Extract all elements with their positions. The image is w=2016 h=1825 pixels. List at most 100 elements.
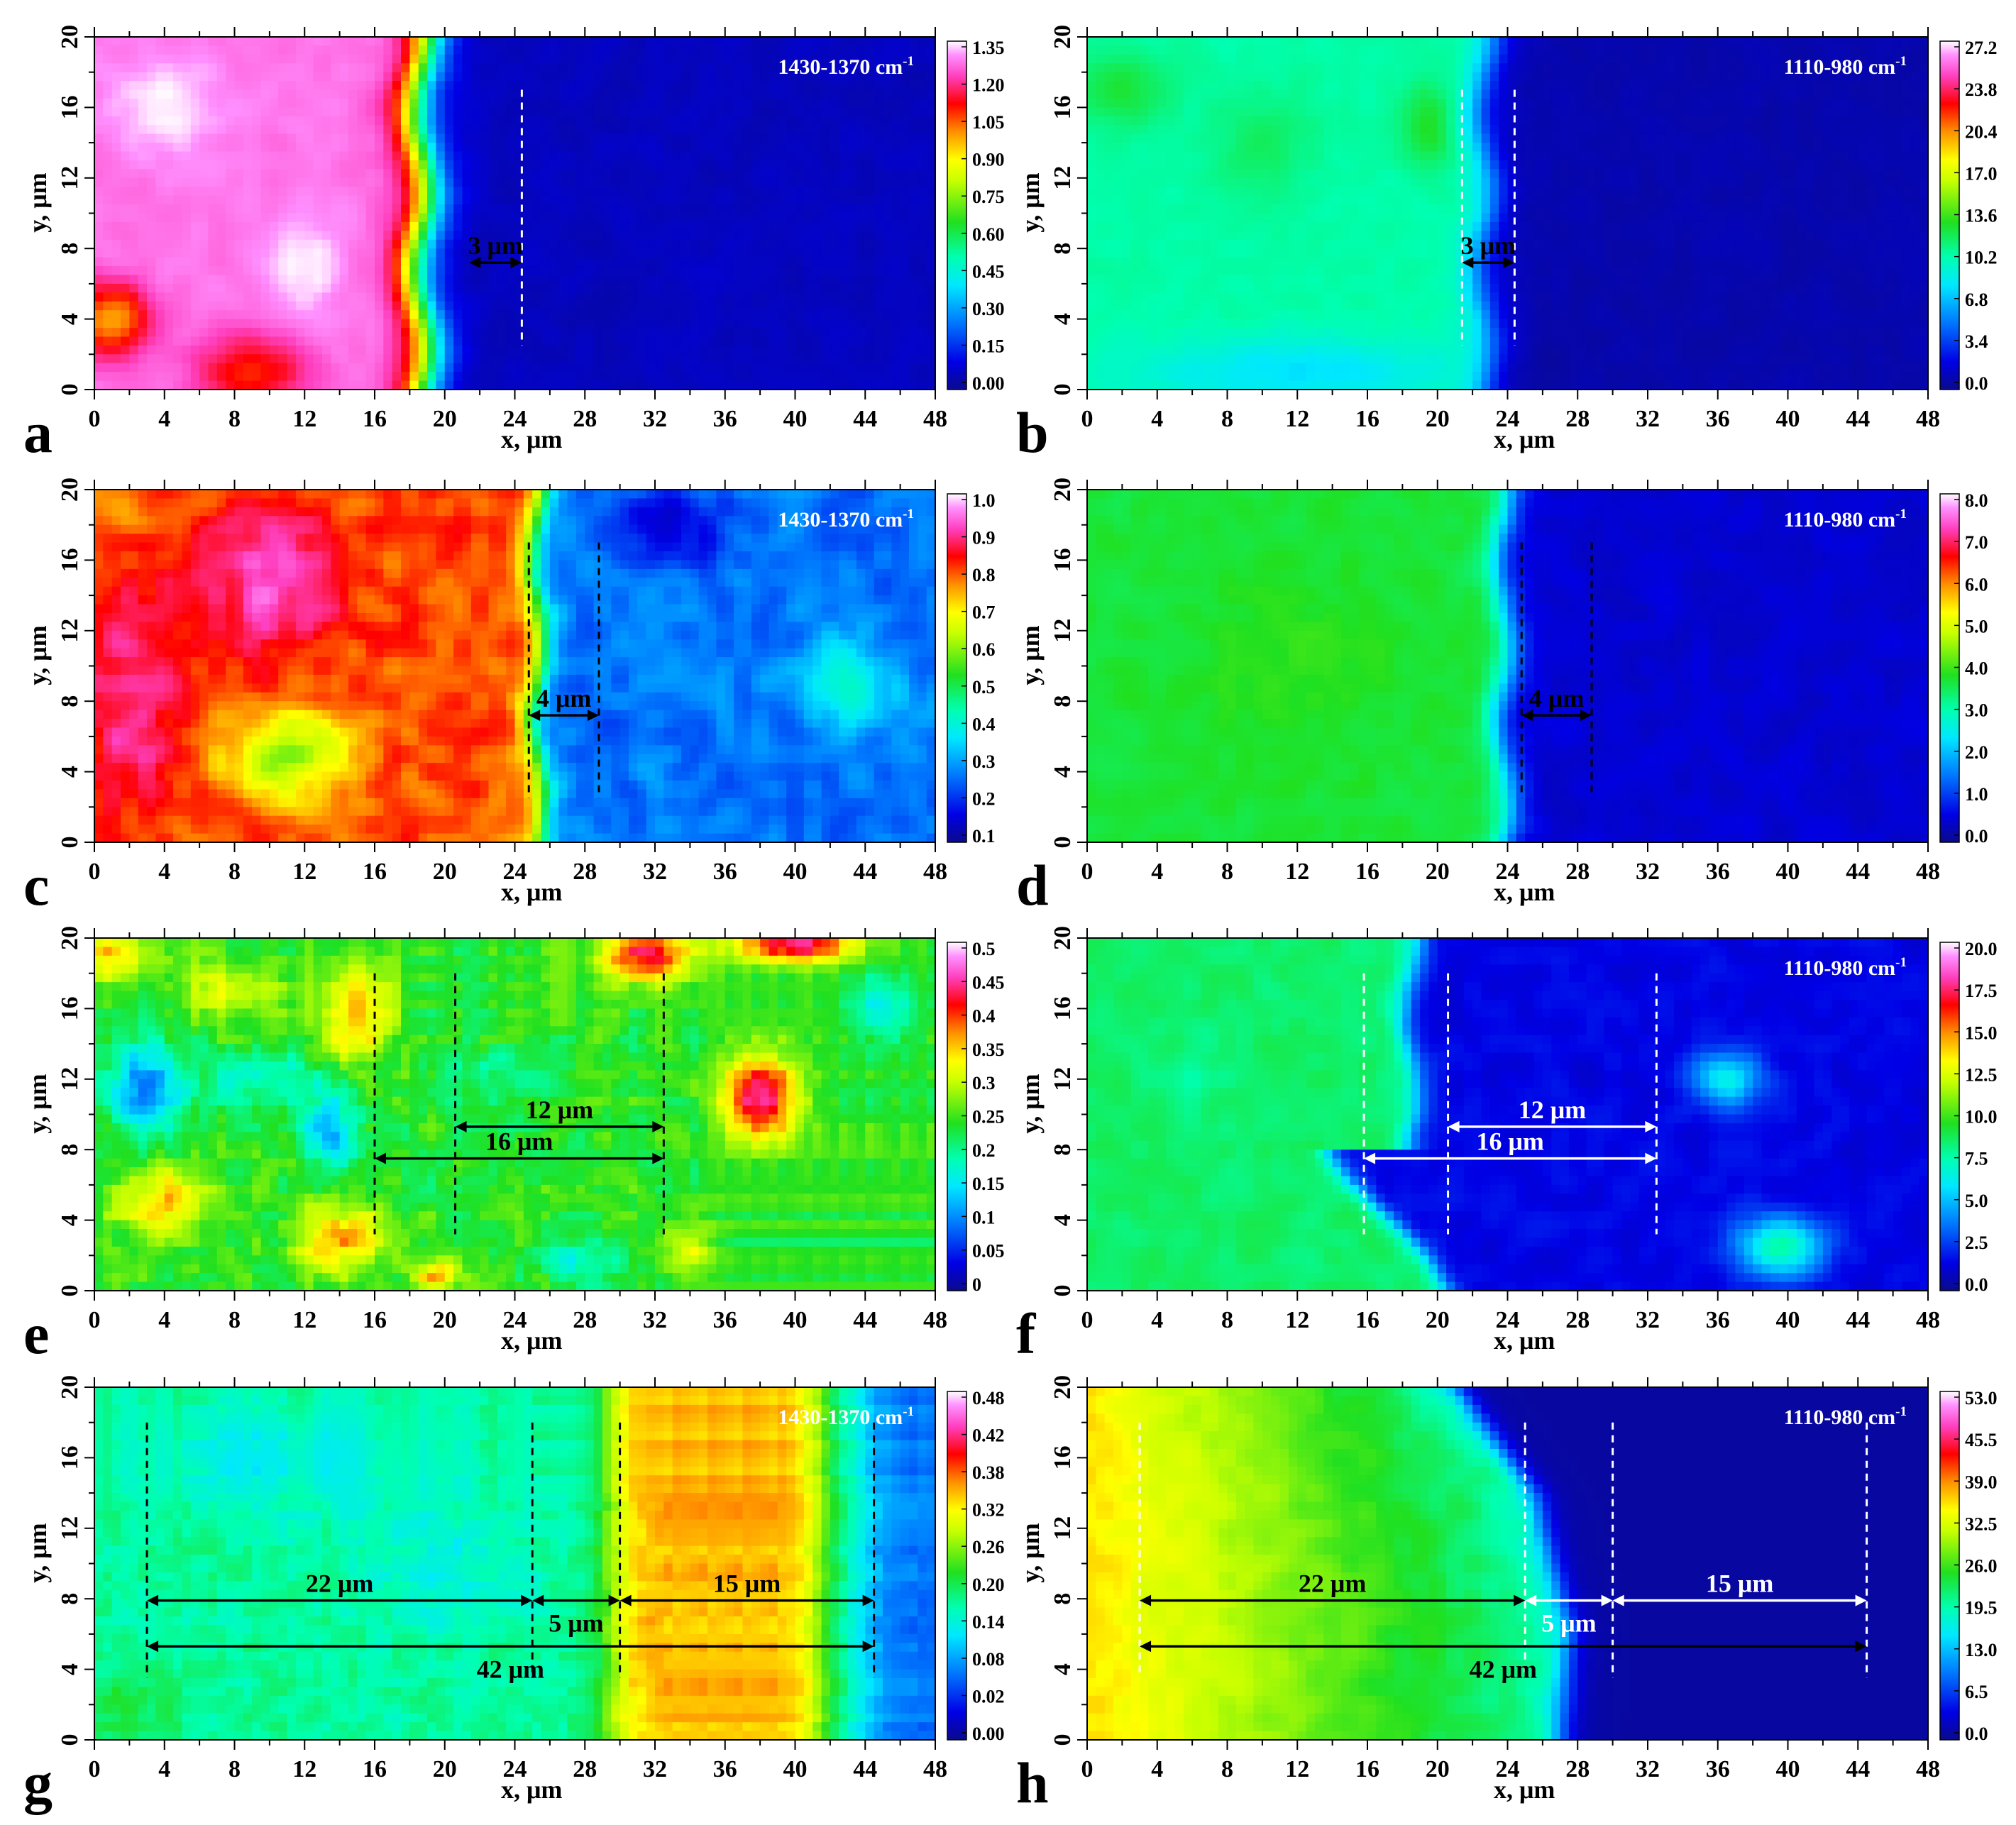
heatmap-cell	[480, 81, 489, 90]
heatmap-cell	[340, 81, 349, 90]
heatmap-cell	[716, 37, 725, 46]
heatmap-cell	[690, 116, 699, 126]
heatmap-cell	[278, 81, 287, 90]
heatmap-cell	[165, 72, 174, 82]
heatmap-cell	[392, 81, 402, 90]
heatmap-cell	[208, 90, 217, 99]
heatmap-cell	[918, 116, 927, 126]
heatmap-cell	[646, 125, 656, 134]
heatmap-cell	[296, 55, 305, 64]
heatmap-cell	[585, 99, 594, 108]
heatmap-cell	[602, 63, 612, 72]
heatmap-cell	[655, 143, 664, 152]
heatmap-cell	[883, 90, 892, 99]
heatmap-cell	[287, 72, 297, 82]
heatmap-cell	[261, 45, 270, 55]
heatmap-cell	[287, 81, 297, 90]
heatmap-cell	[278, 116, 287, 126]
heatmap-cell	[541, 63, 551, 72]
heatmap-cell	[637, 107, 646, 116]
heatmap-cell	[524, 63, 533, 72]
heatmap-cell	[707, 99, 717, 108]
heatmap-cell	[243, 45, 253, 55]
heatmap-cell	[129, 81, 138, 90]
heatmap-cell	[576, 72, 585, 82]
heatmap-cell	[541, 72, 551, 82]
heatmap-cell	[103, 90, 112, 99]
heatmap-cell	[707, 63, 717, 72]
heatmap-cell	[742, 90, 751, 99]
heatmap-cell	[304, 116, 314, 126]
heatmap-cell	[226, 37, 235, 46]
heatmap-cell	[760, 107, 769, 116]
heatmap-cell	[401, 90, 410, 99]
heatmap-cell	[173, 116, 182, 126]
heatmap-cell	[576, 116, 585, 126]
heatmap-cell	[602, 99, 612, 108]
heatmap-cell	[725, 63, 734, 72]
heatmap-cell	[278, 63, 287, 72]
heatmap-cell	[673, 37, 682, 46]
heatmap-cell	[900, 37, 910, 46]
heatmap-cell	[331, 107, 340, 116]
heatmap-cell	[813, 125, 822, 134]
heatmap-cell	[147, 99, 156, 108]
heatmap-cell	[480, 107, 489, 116]
heatmap-cell	[918, 90, 927, 99]
heatmap-cell	[690, 125, 699, 134]
heatmap-cell	[314, 90, 323, 99]
heatmap-cell	[576, 90, 585, 99]
heatmap-cell	[322, 116, 331, 126]
heatmap-cell	[681, 143, 690, 152]
heatmap-cell	[480, 90, 489, 99]
heatmap-cell	[445, 63, 454, 72]
heatmap-cell	[392, 72, 402, 82]
heatmap-cell	[673, 81, 682, 90]
heatmap-cell	[129, 107, 138, 116]
heatmap-cell	[453, 143, 463, 152]
heatmap-cell	[594, 37, 603, 46]
heatmap-cell	[94, 72, 104, 82]
heatmap-cell	[663, 81, 673, 90]
heatmap-cell	[252, 134, 261, 143]
heatmap-cell	[462, 143, 471, 152]
heatmap-cell	[314, 55, 323, 64]
heatmap-cell	[699, 99, 708, 108]
heatmap-cell	[690, 55, 699, 64]
heatmap-cell	[392, 45, 402, 55]
heatmap-cell	[383, 90, 392, 99]
heatmap-cell	[541, 55, 551, 64]
heatmap-cell	[103, 81, 112, 90]
heatmap-cell	[611, 107, 620, 116]
heatmap-cell	[235, 143, 244, 152]
heatmap-cell	[594, 90, 603, 99]
heatmap-cell	[261, 99, 270, 108]
heatmap-cell	[611, 99, 620, 108]
heatmap-cell	[734, 99, 743, 108]
heatmap-cell	[462, 63, 471, 72]
heatmap-cell	[252, 72, 261, 82]
heatmap-cell	[182, 134, 191, 143]
heatmap-cell	[296, 45, 305, 55]
heatmap-cell	[822, 107, 831, 116]
heatmap-cell	[594, 63, 603, 72]
heatmap-cell	[165, 55, 174, 64]
heatmap-cell	[594, 81, 603, 90]
heatmap-cell	[252, 63, 261, 72]
heatmap-cell	[331, 72, 340, 82]
heatmap-cell	[760, 55, 769, 64]
heatmap-cell	[436, 116, 445, 126]
heatmap-cell	[550, 72, 559, 82]
heatmap-cell	[348, 72, 358, 82]
heatmap-cell	[401, 45, 410, 55]
heatmap-cell	[217, 143, 226, 152]
heatmap-cell	[716, 55, 725, 64]
heatmap-cell	[620, 90, 629, 99]
heatmap-cell	[558, 99, 568, 108]
heatmap-cell	[646, 81, 656, 90]
heatmap-cell	[830, 90, 839, 99]
heatmap-cell	[235, 99, 244, 108]
heatmap-cell	[663, 116, 673, 126]
heatmap-cell	[270, 90, 279, 99]
heatmap-cell	[409, 81, 419, 90]
